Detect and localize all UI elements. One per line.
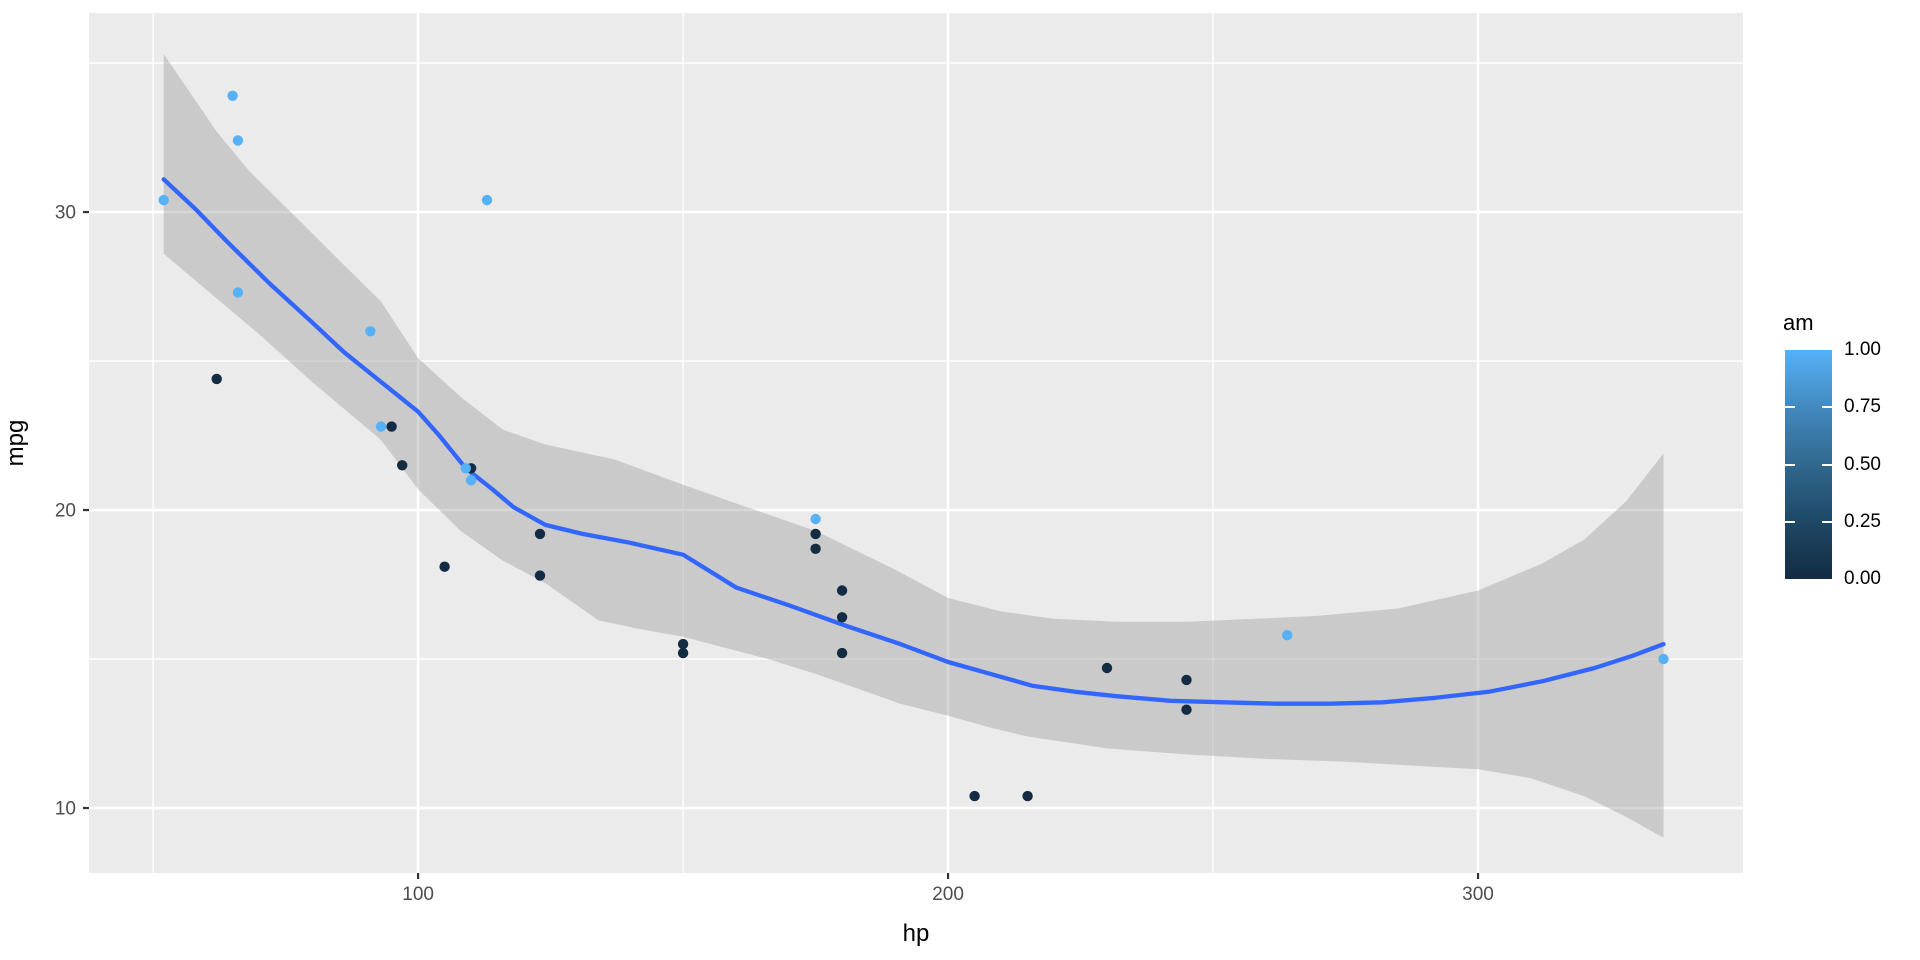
data-point [227, 90, 238, 102]
data-point [465, 475, 477, 486]
data-point [969, 790, 980, 802]
y-axis-title: mpg [2, 419, 29, 467]
data-point [677, 647, 689, 659]
data-point [439, 561, 450, 572]
data-point [386, 421, 397, 432]
data-point [1022, 790, 1033, 802]
data-point [375, 421, 387, 432]
legend-title: am [1783, 310, 1814, 335]
confidence-ribbon [163, 54, 1664, 838]
colorbar-tick [1822, 406, 1832, 409]
y-tick-label: 10 [55, 799, 76, 820]
colorbar-gradient [1785, 350, 1832, 579]
loess-smooth-line [161, 177, 1666, 706]
x-tick-label: 300 [1462, 884, 1494, 905]
data-point [1282, 630, 1293, 641]
colorbar-break-label: 0.00 [1844, 568, 1881, 589]
colorbar-break-label: 1.00 [1844, 339, 1881, 360]
y-tick-label: 20 [55, 501, 76, 522]
panel-background [89, 13, 1743, 873]
data-point [534, 528, 546, 540]
data-point [836, 585, 848, 596]
data-point [677, 638, 689, 650]
scatter-points [158, 90, 1669, 802]
x-tick-label: 200 [932, 884, 964, 905]
grid-minor [89, 13, 1743, 873]
colorbar-break-label: 0.25 [1844, 510, 1881, 532]
data-point [534, 570, 546, 581]
data-point [1101, 662, 1113, 674]
data-point [397, 460, 408, 471]
data-point [158, 194, 169, 206]
data-point [1658, 653, 1669, 665]
data-point [810, 528, 821, 540]
data-point [810, 543, 821, 554]
data-point [810, 513, 821, 525]
data-point [232, 135, 244, 146]
data-point [836, 647, 848, 659]
colorbar-break-label: 0.50 [1844, 453, 1881, 475]
x-tick-label: 100 [402, 884, 434, 905]
data-point [1181, 674, 1192, 686]
x-axis-title: hp [902, 920, 930, 947]
data-point [232, 287, 244, 298]
data-point [211, 373, 222, 385]
colorbar-break-label: 0.75 [1844, 396, 1881, 418]
colorbar-tick [1822, 463, 1832, 466]
y-tick-label: 30 [55, 203, 76, 224]
colorbar-tick [1822, 520, 1832, 523]
colorbar-tick [1785, 463, 1795, 466]
grid-major [89, 13, 1743, 873]
data-point [836, 612, 848, 623]
data-point [460, 463, 471, 474]
colorbar-tick [1785, 520, 1795, 523]
colorbar-tick [1785, 406, 1795, 409]
data-point [1181, 704, 1192, 715]
data-point [365, 326, 376, 337]
axes: 100 200 300 10 20 30 [55, 203, 1494, 905]
data-point [481, 194, 493, 206]
